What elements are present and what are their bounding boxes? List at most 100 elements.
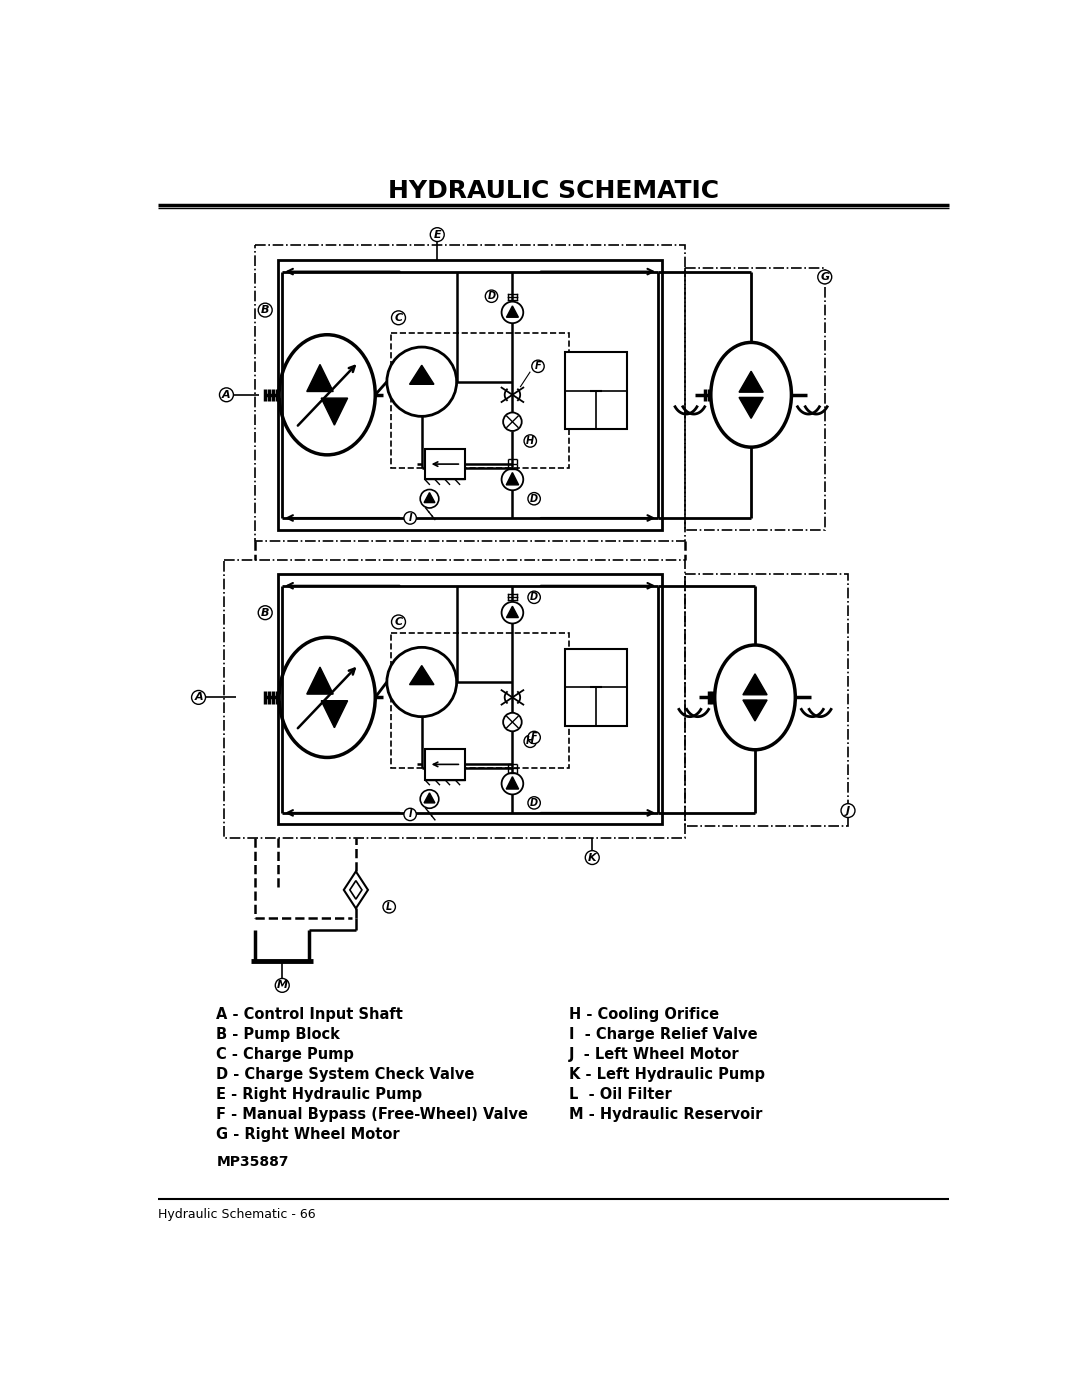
Circle shape bbox=[383, 901, 395, 914]
Circle shape bbox=[503, 412, 522, 432]
Text: G: G bbox=[820, 272, 829, 282]
Circle shape bbox=[420, 489, 438, 509]
Circle shape bbox=[430, 228, 444, 242]
Text: L: L bbox=[386, 902, 392, 912]
Bar bbox=[391, 633, 569, 768]
Bar bbox=[685, 268, 825, 529]
Ellipse shape bbox=[715, 645, 795, 750]
Text: K: K bbox=[588, 852, 596, 862]
Bar bbox=[391, 334, 569, 468]
Circle shape bbox=[501, 773, 524, 795]
Circle shape bbox=[275, 978, 289, 992]
Text: G - Right Wheel Motor: G - Right Wheel Motor bbox=[216, 1127, 400, 1143]
Circle shape bbox=[392, 615, 405, 629]
Circle shape bbox=[258, 606, 272, 620]
Polygon shape bbox=[307, 668, 334, 694]
Ellipse shape bbox=[279, 335, 375, 455]
Polygon shape bbox=[424, 493, 435, 503]
Text: D - Charge System Check Valve: D - Charge System Check Valve bbox=[216, 1067, 475, 1083]
Bar bbox=[279, 260, 662, 529]
Text: L  - Oil Filter: L - Oil Filter bbox=[569, 1087, 672, 1102]
Polygon shape bbox=[739, 397, 764, 418]
Bar bbox=[565, 648, 627, 726]
Text: H: H bbox=[526, 736, 535, 746]
Polygon shape bbox=[409, 665, 434, 685]
Text: D: D bbox=[487, 291, 496, 302]
Bar bbox=[225, 560, 685, 838]
Circle shape bbox=[524, 434, 537, 447]
Text: I  - Charge Relief Valve: I - Charge Relief Valve bbox=[569, 1027, 758, 1042]
Polygon shape bbox=[343, 872, 368, 908]
Text: H - Cooling Orifice: H - Cooling Orifice bbox=[569, 1007, 719, 1023]
Circle shape bbox=[528, 731, 540, 743]
Circle shape bbox=[485, 291, 498, 302]
Circle shape bbox=[531, 360, 544, 373]
Text: B - Pump Block: B - Pump Block bbox=[216, 1027, 340, 1042]
Circle shape bbox=[387, 346, 457, 416]
Circle shape bbox=[528, 796, 540, 809]
Bar bbox=[424, 749, 465, 780]
Circle shape bbox=[501, 469, 524, 490]
Text: A: A bbox=[194, 693, 203, 703]
Bar bbox=[279, 574, 662, 824]
Circle shape bbox=[392, 312, 405, 324]
Text: F: F bbox=[535, 362, 541, 372]
Polygon shape bbox=[307, 365, 334, 391]
Text: J  - Left Wheel Motor: J - Left Wheel Motor bbox=[569, 1048, 740, 1062]
Text: A - Control Input Shaft: A - Control Input Shaft bbox=[216, 1007, 403, 1023]
Text: I: I bbox=[408, 809, 411, 820]
Polygon shape bbox=[743, 700, 767, 721]
Text: HYDRAULIC SCHEMATIC: HYDRAULIC SCHEMATIC bbox=[388, 179, 719, 203]
Polygon shape bbox=[507, 306, 518, 317]
Text: D: D bbox=[530, 592, 538, 602]
Circle shape bbox=[528, 591, 540, 604]
Circle shape bbox=[387, 647, 457, 717]
Text: F: F bbox=[530, 732, 538, 742]
Text: M: M bbox=[276, 981, 287, 990]
Text: B: B bbox=[261, 608, 269, 617]
Text: D: D bbox=[530, 798, 538, 807]
Text: C: C bbox=[394, 313, 403, 323]
Ellipse shape bbox=[711, 342, 792, 447]
Polygon shape bbox=[321, 398, 348, 425]
Text: K - Left Hydraulic Pump: K - Left Hydraulic Pump bbox=[569, 1067, 765, 1083]
Circle shape bbox=[501, 302, 524, 323]
Circle shape bbox=[404, 809, 416, 820]
Text: E: E bbox=[433, 229, 441, 240]
Circle shape bbox=[818, 270, 832, 284]
Bar bbox=[565, 352, 627, 429]
Text: H: H bbox=[526, 436, 535, 446]
Polygon shape bbox=[739, 372, 764, 393]
Circle shape bbox=[219, 388, 233, 402]
Text: MP35887: MP35887 bbox=[216, 1155, 288, 1169]
Polygon shape bbox=[743, 673, 767, 694]
Bar bbox=[685, 574, 848, 826]
Polygon shape bbox=[507, 606, 518, 617]
Text: A: A bbox=[222, 390, 231, 400]
Polygon shape bbox=[350, 880, 362, 900]
Text: C: C bbox=[394, 617, 403, 627]
Polygon shape bbox=[507, 777, 518, 789]
Bar bbox=[255, 244, 685, 541]
Circle shape bbox=[524, 735, 537, 747]
Text: M - Hydraulic Reservoir: M - Hydraulic Reservoir bbox=[569, 1108, 762, 1122]
Polygon shape bbox=[424, 793, 435, 803]
Text: I: I bbox=[408, 513, 411, 522]
Circle shape bbox=[191, 690, 205, 704]
Polygon shape bbox=[507, 472, 518, 485]
Circle shape bbox=[404, 511, 416, 524]
Text: Hydraulic Schematic - 66: Hydraulic Schematic - 66 bbox=[159, 1208, 315, 1221]
Polygon shape bbox=[409, 365, 434, 384]
Bar bbox=[424, 448, 465, 479]
Polygon shape bbox=[321, 701, 348, 728]
Circle shape bbox=[501, 602, 524, 623]
Text: B: B bbox=[261, 305, 269, 316]
Ellipse shape bbox=[279, 637, 375, 757]
Circle shape bbox=[420, 789, 438, 809]
Text: J: J bbox=[846, 806, 850, 816]
Text: F - Manual Bypass (Free-Wheel) Valve: F - Manual Bypass (Free-Wheel) Valve bbox=[216, 1108, 528, 1122]
Circle shape bbox=[528, 493, 540, 504]
Text: C - Charge Pump: C - Charge Pump bbox=[216, 1048, 354, 1062]
Circle shape bbox=[503, 712, 522, 731]
Circle shape bbox=[258, 303, 272, 317]
